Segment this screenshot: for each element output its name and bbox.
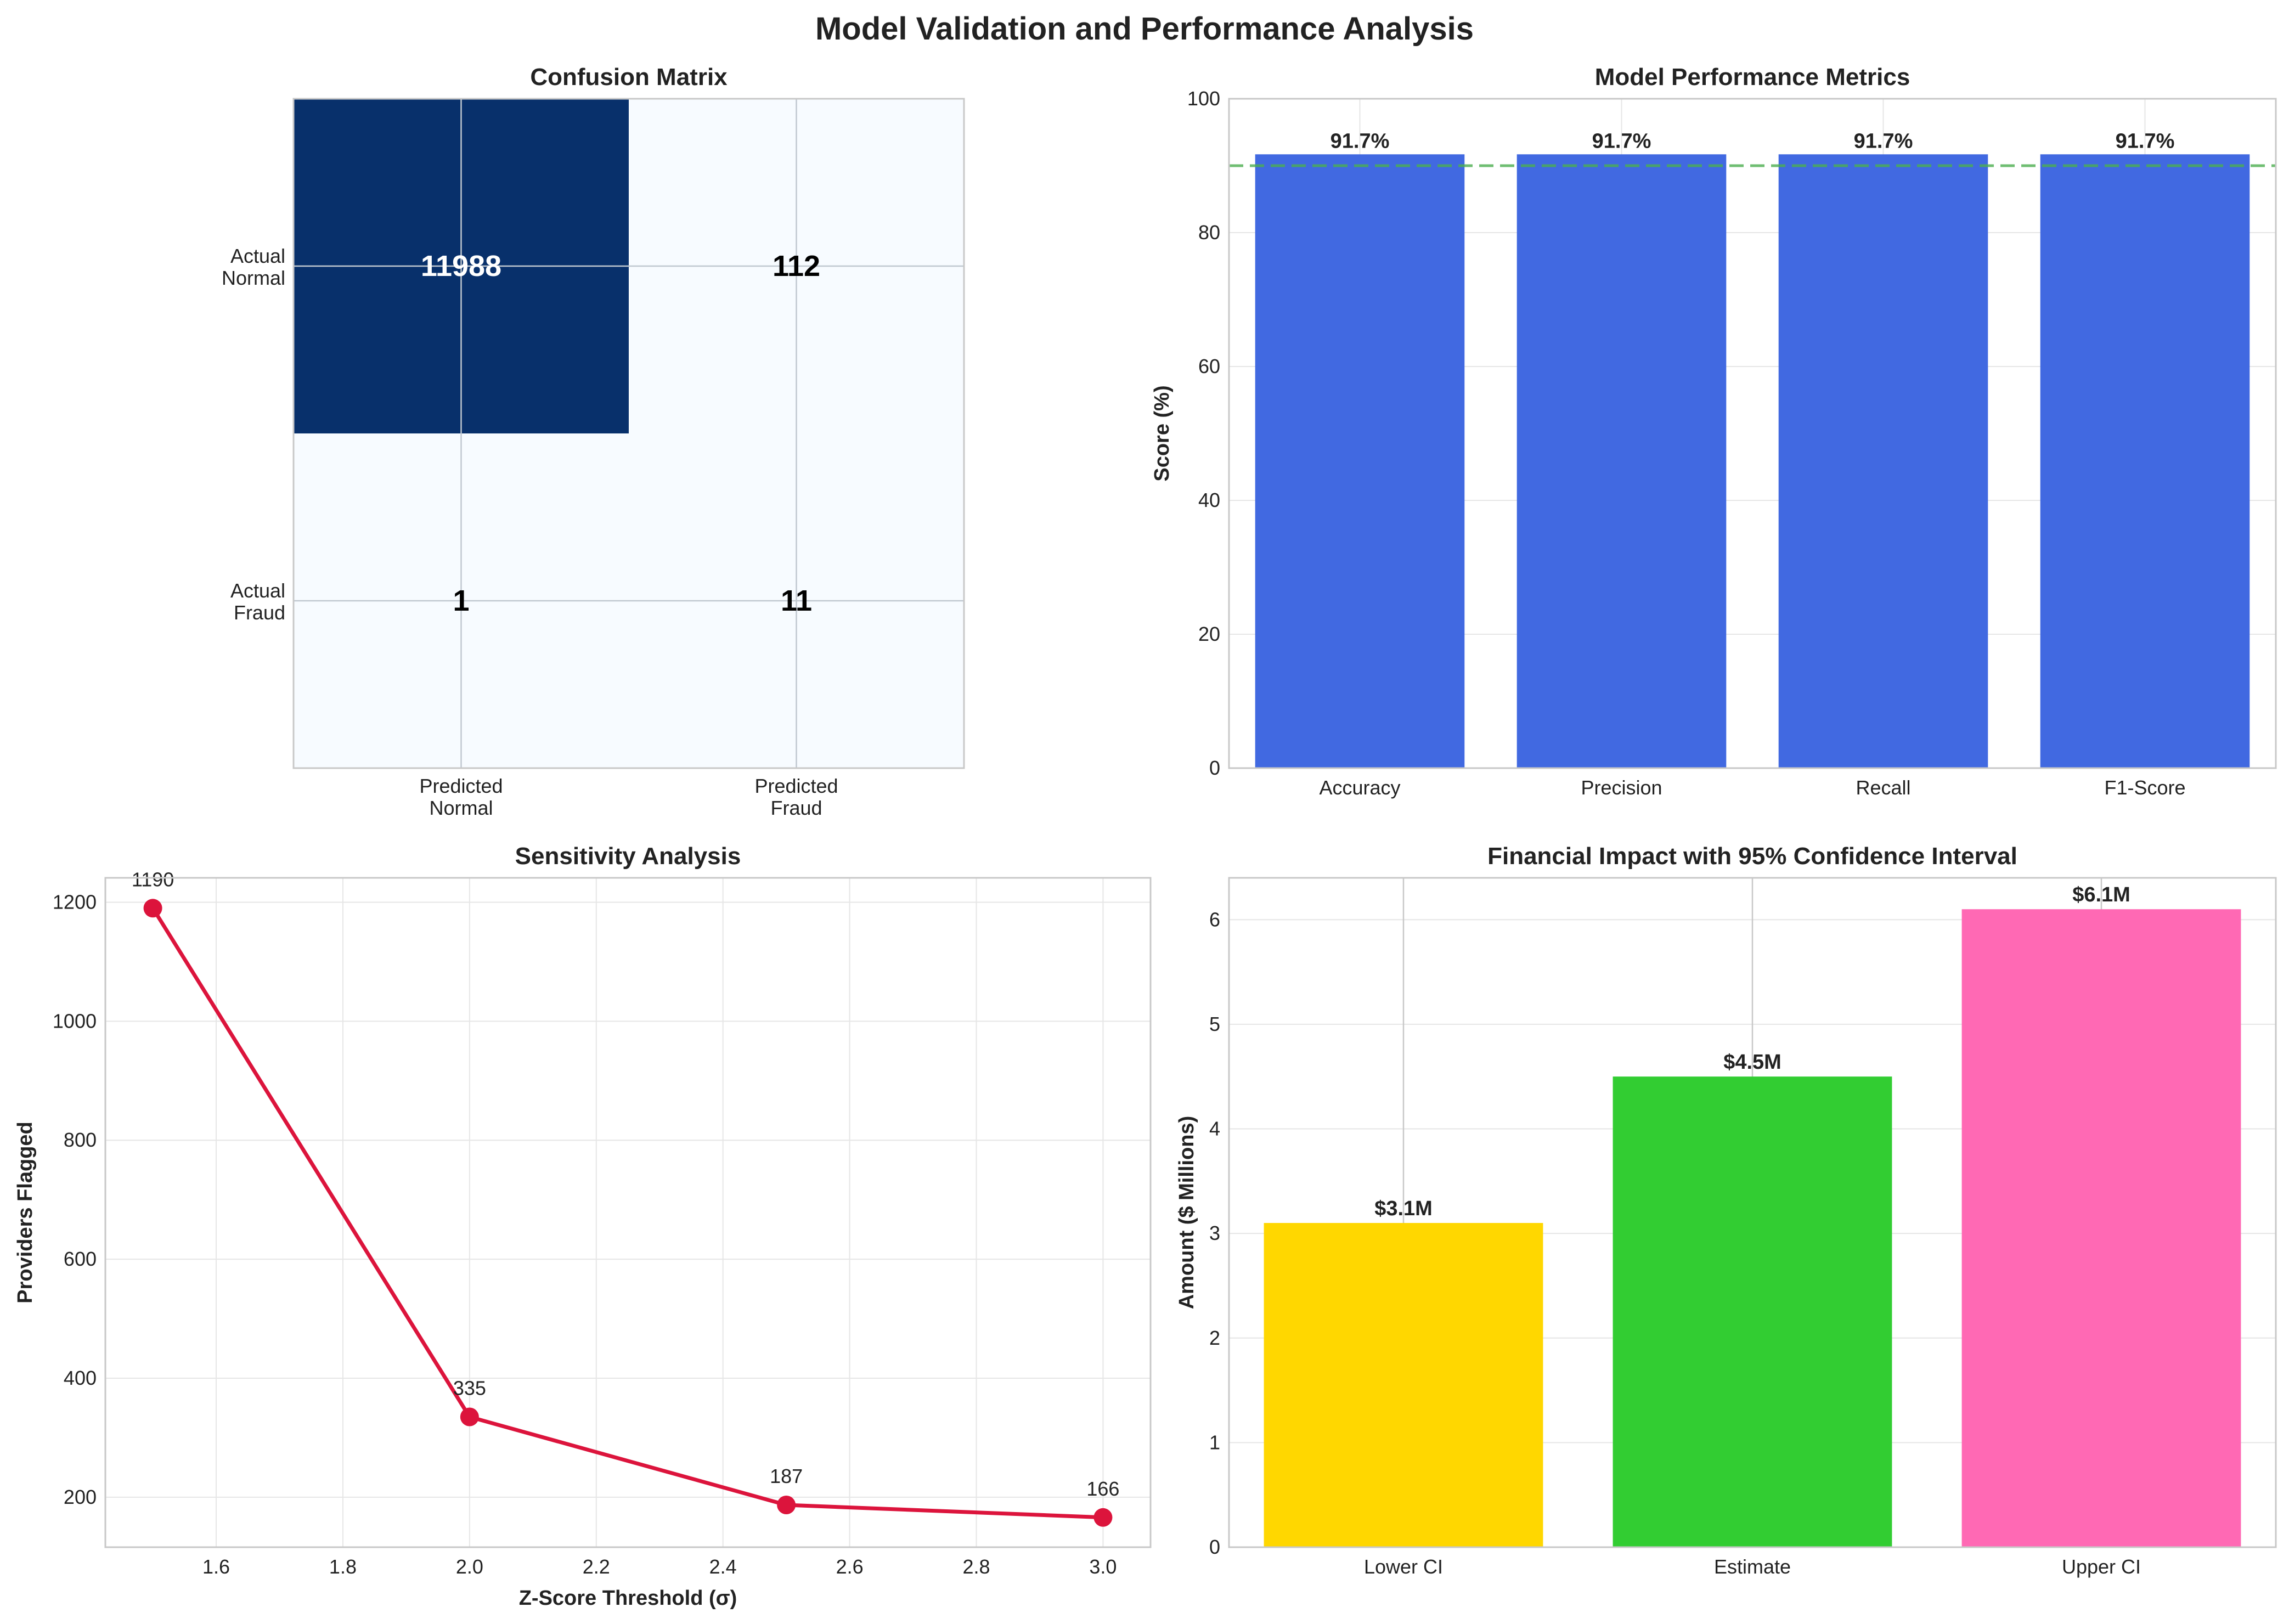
sensitivity-point — [1093, 1508, 1113, 1527]
y-tick-label: 600 — [64, 1248, 97, 1270]
y-tick-label: 200 — [64, 1486, 97, 1508]
x-tick-label: 2.2 — [583, 1555, 610, 1578]
point-value-label: 335 — [453, 1377, 486, 1400]
row-tick-label: Actual Normal — [222, 245, 285, 289]
metric-bar — [1516, 154, 1727, 768]
x-tick-label: F1-Score — [2104, 776, 2185, 799]
financial-bar — [1961, 909, 2241, 1547]
x-tick-label: Precision — [1581, 776, 1662, 799]
financial-impact-panel: Financial Impact with 95% Confidence Int… — [1175, 843, 2277, 1578]
y-tick-label: 800 — [64, 1129, 97, 1151]
confusion-matrix-title: Confusion Matrix — [530, 64, 728, 91]
point-value-label: 187 — [770, 1465, 803, 1487]
performance-metrics-panel: Model Performance Metrics 0 20 40 60 80 100 91.… — [1151, 64, 2277, 799]
y-tick-label: 40 — [1198, 489, 1220, 511]
bar-value-label: $6.1M — [2072, 883, 2130, 906]
y-axis-label: Providers Flagged — [14, 1121, 37, 1304]
bar-value-label: $4.5M — [1723, 1051, 1781, 1074]
row-tick-label: Actual Fraud — [230, 579, 285, 624]
sensitivity-point — [460, 1407, 479, 1426]
figure-title: Model Validation and Performance Analysi… — [815, 11, 1474, 47]
y-tick-label: 3 — [1209, 1222, 1220, 1244]
metric-bar — [1255, 154, 1465, 768]
plot-frame — [1228, 877, 2277, 1548]
metric-bar — [1778, 154, 1988, 768]
confusion-cell-value: 11988 — [421, 250, 501, 283]
x-tick-label: 1.8 — [329, 1555, 357, 1578]
y-tick-label: 20 — [1198, 623, 1220, 645]
confusion-cell-value: 1 — [453, 584, 469, 617]
metric-bar — [2040, 154, 2250, 768]
x-tick-label: Upper CI — [2062, 1555, 2141, 1578]
y-tick-label: 400 — [64, 1367, 97, 1389]
sensitivity-title: Sensitivity Analysis — [515, 843, 741, 870]
financial-title: Financial Impact with 95% Confidence Int… — [1487, 843, 2017, 870]
x-tick-label: 2.4 — [709, 1555, 737, 1578]
y-tick-label: 60 — [1198, 355, 1220, 377]
y-tick-label: 1000 — [53, 1010, 97, 1032]
y-tick-label: 1 — [1209, 1431, 1220, 1453]
point-value-label: 166 — [1086, 1478, 1119, 1500]
financial-bar — [1264, 1223, 1543, 1547]
metrics-title: Model Performance Metrics — [1595, 64, 1910, 91]
bar-value-label: $3.1M — [1374, 1197, 1433, 1220]
x-tick-label: 2.8 — [962, 1555, 990, 1578]
bar-value-label: 91.7% — [1592, 129, 1651, 153]
confusion-cell-value: 112 — [773, 250, 820, 283]
x-tick-label: Accuracy — [1319, 776, 1400, 799]
x-axis-label: Z-Score Threshold (σ) — [519, 1587, 737, 1610]
y-tick-label: 0 — [1209, 1536, 1220, 1558]
bar-value-label: 91.7% — [2116, 129, 2175, 153]
y-axis-label: Score (%) — [1151, 385, 1174, 481]
y-tick-label: 80 — [1198, 221, 1220, 244]
x-tick-label: Estimate — [1714, 1555, 1791, 1578]
x-tick-label: 2.0 — [456, 1555, 483, 1578]
bar-value-label: 91.7% — [1854, 129, 1913, 153]
column-tick-label: Predicted Normal — [419, 775, 503, 819]
y-tick-label: 1200 — [53, 890, 97, 913]
x-tick-label: Recall — [1856, 776, 1910, 799]
x-tick-label: 1.6 — [202, 1555, 230, 1578]
y-axis-label: Amount ($ Millions) — [1175, 1116, 1198, 1310]
x-tick-label: 2.6 — [836, 1555, 864, 1578]
x-tick-label: 3.0 — [1089, 1555, 1117, 1578]
confusion-cell-value: 11 — [781, 584, 812, 617]
sensitivity-point — [143, 899, 162, 918]
y-tick-label: 4 — [1209, 1118, 1220, 1140]
plot-frame — [1228, 98, 2277, 769]
y-tick-label: 0 — [1209, 757, 1220, 779]
sensitivity-series-line — [151, 907, 1103, 1520]
financial-bar — [1613, 1076, 1892, 1547]
plot-frame — [104, 877, 1152, 1548]
sensitivity-point — [777, 1496, 796, 1515]
y-tick-label: 6 — [1209, 908, 1220, 931]
x-tick-label: Lower CI — [1364, 1555, 1443, 1578]
plot-frame — [292, 98, 965, 769]
sensitivity-analysis-panel: Sensitivity Analysis 200 400 600 800 1000 1200… — [14, 843, 1152, 1610]
point-value-label: 1190 — [132, 868, 174, 890]
y-tick-label: 100 — [1187, 87, 1220, 110]
column-tick-label: Predicted Fraud — [754, 775, 838, 819]
y-tick-label: 5 — [1209, 1013, 1220, 1035]
bar-value-label: 91.7% — [1330, 129, 1390, 153]
y-tick-label: 2 — [1209, 1327, 1220, 1349]
